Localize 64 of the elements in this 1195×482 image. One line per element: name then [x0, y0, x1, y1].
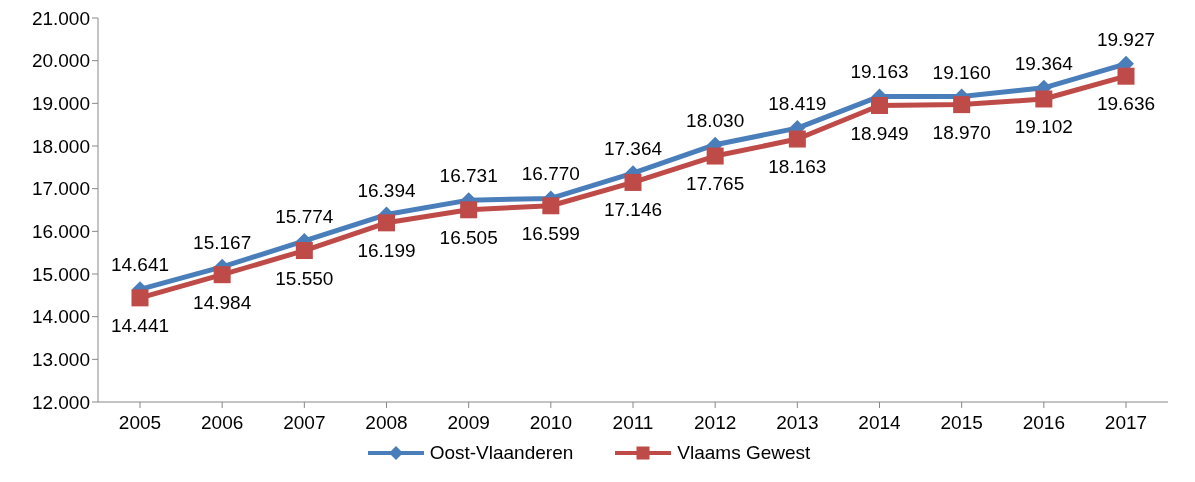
x-tick-label: 2007	[283, 412, 326, 434]
data-label: 17.146	[603, 199, 663, 221]
x-tick-label: 2012	[694, 412, 737, 434]
data-label: 16.394	[357, 179, 416, 201]
point	[624, 173, 642, 191]
x-tick-label: 2010	[529, 412, 572, 434]
y-tick-label: 21.000	[31, 7, 90, 29]
x-tick-label: 2011	[612, 412, 654, 434]
x-tick-label: 2006	[201, 412, 244, 434]
x-tick-label: 2014	[858, 412, 902, 434]
y-tick-label: 15.000	[31, 263, 90, 285]
point	[542, 197, 560, 215]
data-label: 16.599	[521, 222, 580, 244]
data-label: 18.163	[768, 156, 827, 178]
x-tick-label: 2008	[365, 412, 408, 434]
data-label: 19.160	[932, 61, 991, 83]
data-label: 19.364	[1014, 52, 1074, 74]
point	[460, 201, 478, 219]
data-label: 18.970	[932, 121, 991, 143]
legend-label: Oost-Vlaanderen	[429, 442, 574, 464]
x-tick-label: 2017	[1104, 412, 1148, 434]
x-tick-label: 2015	[940, 412, 983, 434]
data-label: 17.765	[686, 173, 745, 195]
data-label: 18.949	[850, 122, 909, 144]
y-tick-label: 18.000	[31, 135, 90, 157]
data-label: 19.102	[1014, 115, 1073, 137]
point	[213, 266, 231, 284]
x-tick-label: 2005	[118, 412, 162, 434]
point	[1035, 90, 1053, 108]
data-label: 17.364	[603, 138, 663, 160]
point	[788, 130, 806, 148]
data-label: 16.505	[439, 226, 498, 248]
y-tick-label: 13.000	[31, 349, 90, 371]
data-label: 14.641	[110, 254, 170, 276]
y-tick-label: 17.000	[31, 178, 90, 200]
data-label: 16.770	[521, 163, 580, 185]
data-label: 16.199	[357, 239, 416, 261]
point	[378, 214, 395, 232]
data-label: 18.419	[768, 93, 827, 115]
data-label: 19.163	[850, 61, 909, 83]
data-label: 14.441	[110, 314, 170, 336]
y-tick-label: 16.000	[31, 221, 90, 243]
point	[706, 147, 724, 165]
point	[1117, 67, 1135, 85]
x-tick-label: 2009	[447, 412, 490, 434]
point	[295, 242, 313, 260]
data-label: 19.927	[1096, 28, 1156, 50]
x-tick-label: 2016	[1022, 412, 1065, 434]
data-label: 15.167	[193, 231, 252, 253]
data-label: 16.731	[439, 165, 498, 187]
y-tick-label: 20.000	[31, 50, 90, 72]
data-label: 19.636	[1096, 93, 1156, 115]
y-tick-label: 12.000	[31, 391, 90, 413]
data-label: 14.984	[193, 291, 252, 313]
x-tick-label: 2013	[776, 412, 819, 434]
point	[953, 96, 971, 114]
legend-label: Vlaams Gewest	[677, 442, 811, 464]
data-label: 15.550	[275, 267, 334, 289]
point	[131, 289, 149, 307]
data-label: 18.030	[686, 109, 745, 131]
data-label: 15.774	[275, 205, 334, 227]
point	[871, 97, 888, 115]
y-tick-label: 19.000	[31, 93, 90, 115]
y-tick-label: 14.000	[31, 306, 90, 328]
